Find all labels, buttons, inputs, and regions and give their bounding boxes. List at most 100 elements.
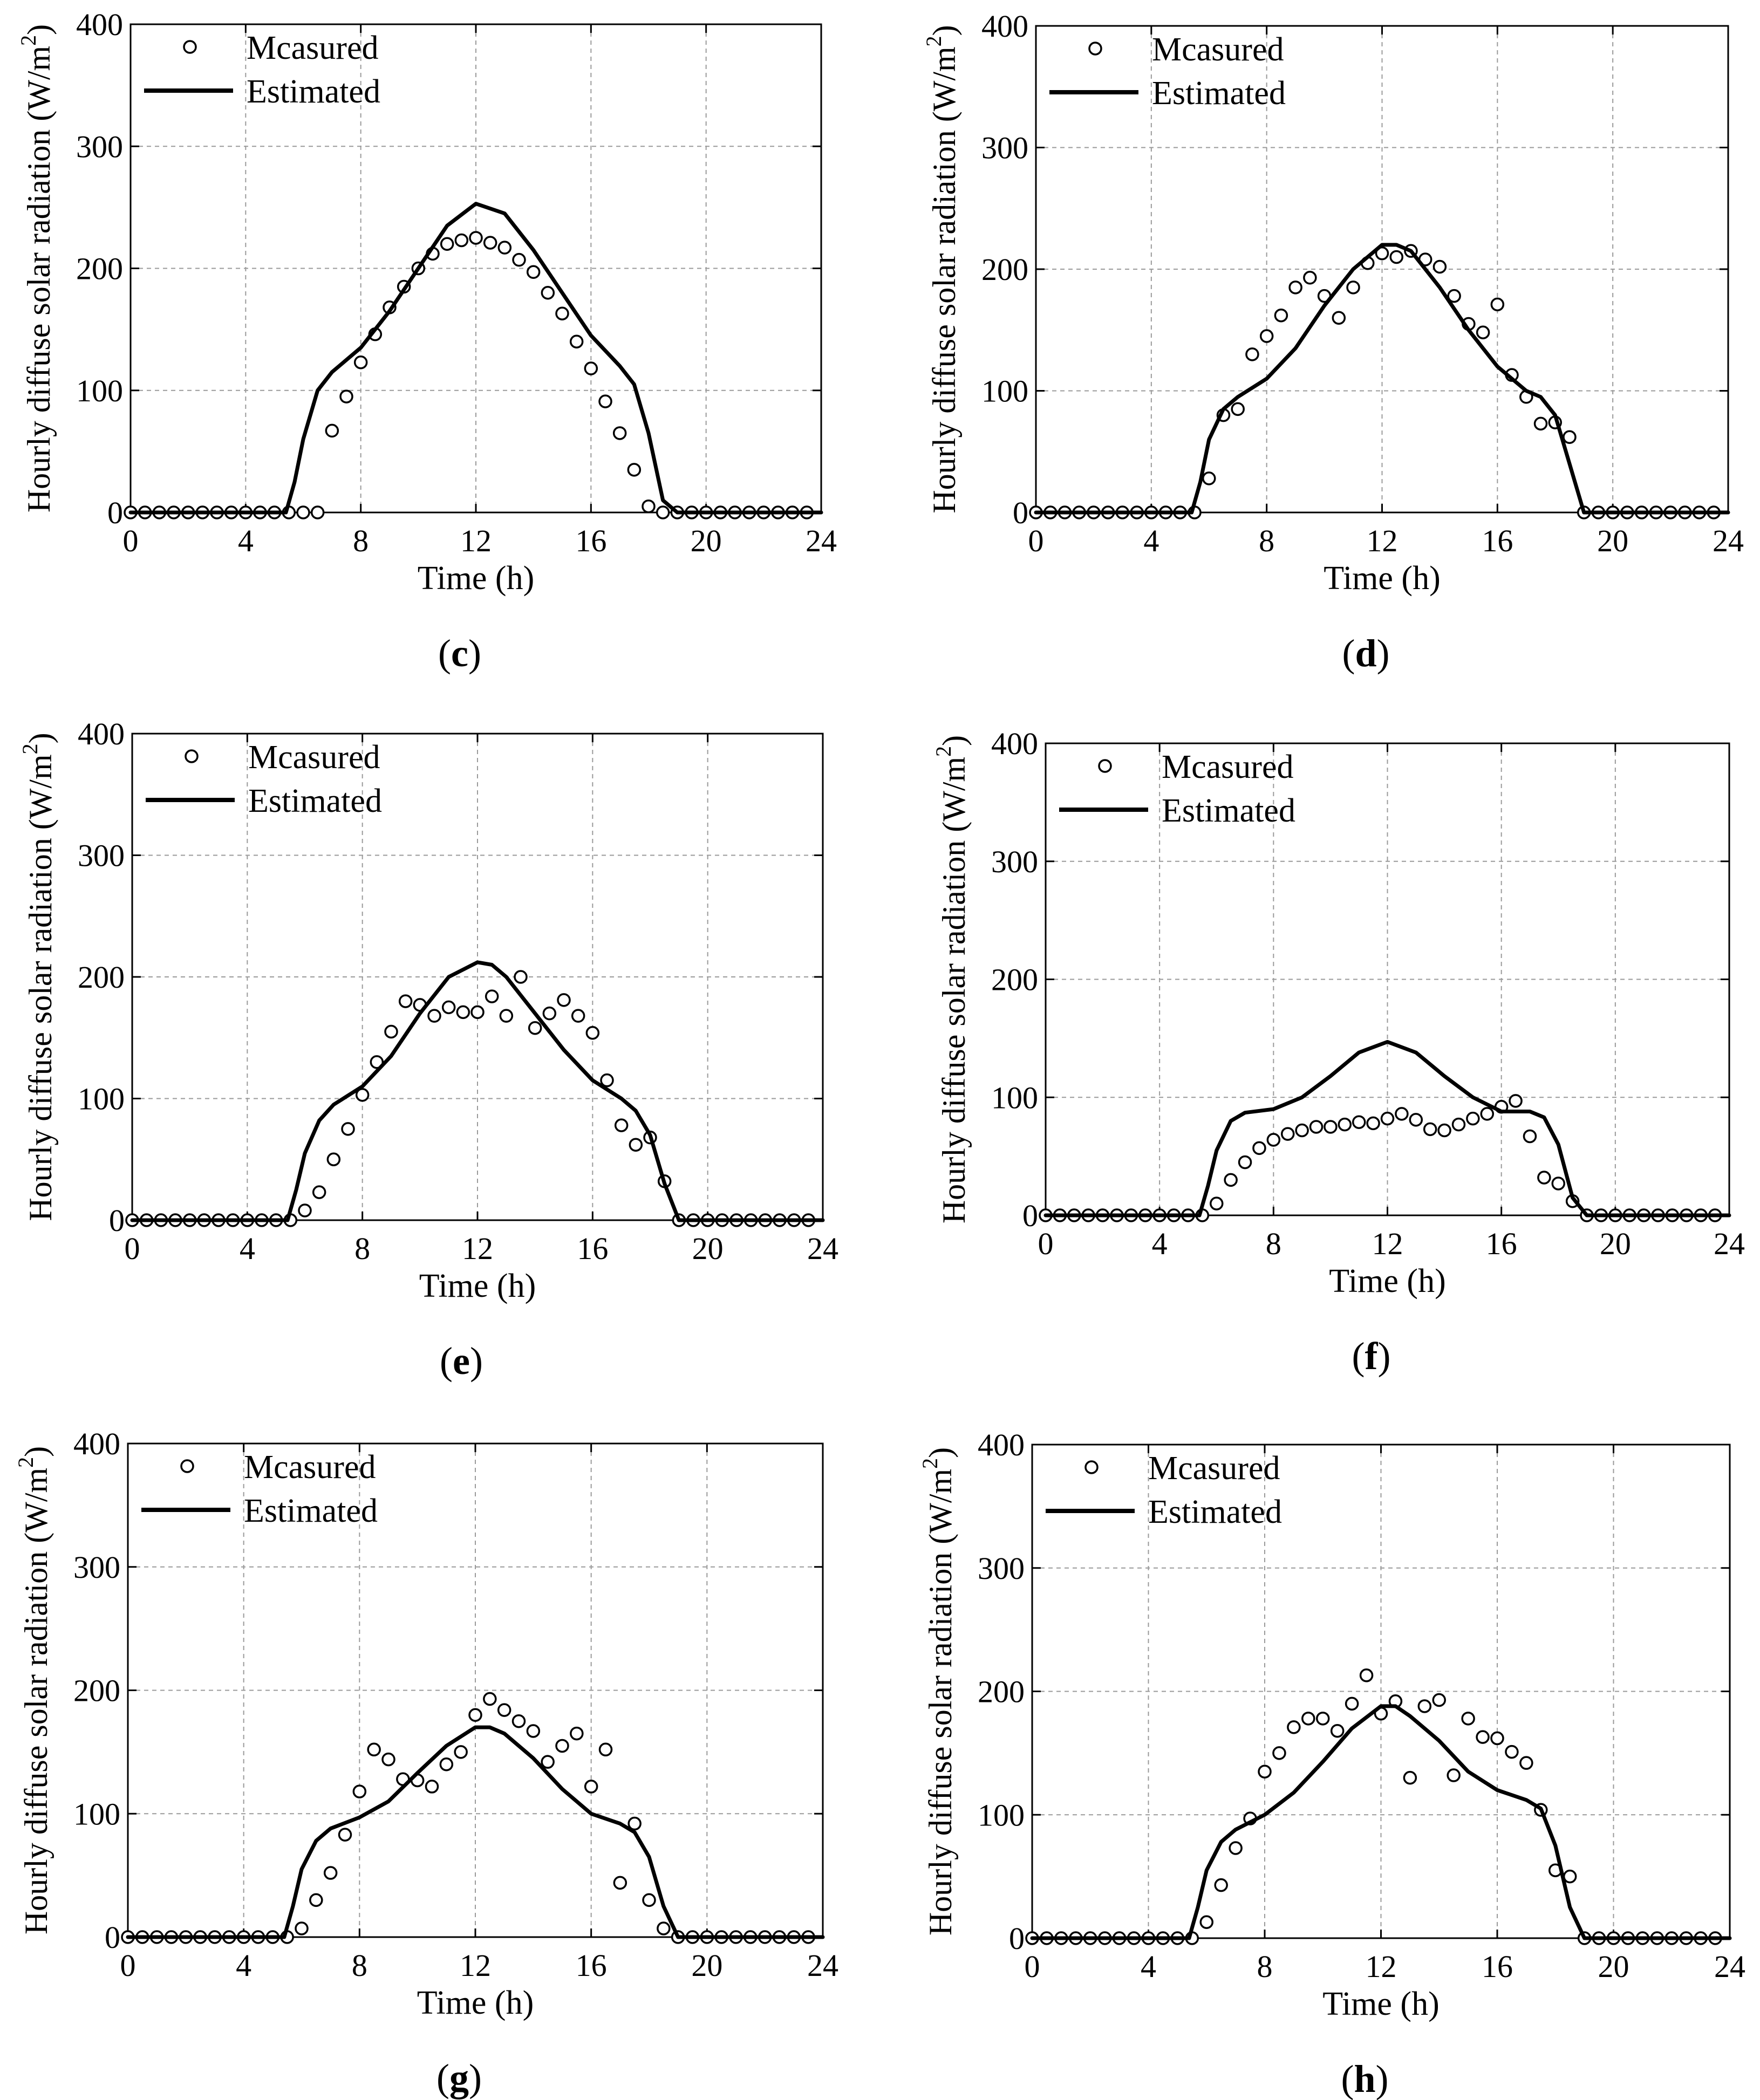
data-point-measured <box>1523 1129 1537 1144</box>
x-tick-label: 20 <box>1600 1226 1631 1261</box>
legend-marker-measured <box>185 749 199 763</box>
legend-label-measured: Mcasured <box>1152 31 1284 68</box>
x-tick-label: 12 <box>462 1231 493 1266</box>
x-tick-label: 20 <box>1598 1949 1629 1984</box>
x-tick-label: 24 <box>806 523 837 558</box>
y-tick-label: 100 <box>73 1796 120 1831</box>
y-axis-label-close: ) <box>18 1446 54 1457</box>
data-point-measured <box>1210 1196 1224 1210</box>
data-point-measured <box>1332 311 1346 325</box>
y-tick-label: 0 <box>107 495 123 530</box>
y-tick-label: 200 <box>991 962 1038 997</box>
legend-label-measured: Mcasured <box>244 1449 376 1486</box>
panel-label: (e) <box>440 1339 483 1383</box>
panel-label: (f) <box>1352 1335 1391 1378</box>
y-axis-label-sup: 2 <box>18 743 42 754</box>
data-point-measured <box>629 1138 643 1152</box>
y-axis-label-sup: 2 <box>931 746 956 757</box>
data-point-measured <box>528 1021 542 1035</box>
y-axis-label-close: ) <box>936 735 972 746</box>
data-point-measured <box>1395 1107 1409 1121</box>
y-axis-label: Hourly diffuse solar radiation (W/m2) <box>18 733 58 1221</box>
x-tick-label: 24 <box>1714 1226 1745 1261</box>
series-line-estimated <box>1034 243 1730 515</box>
x-tick-label: 8 <box>1266 1226 1281 1261</box>
x-axis-label: Time (h) <box>419 1268 536 1304</box>
data-point-measured <box>485 989 499 1003</box>
data-point-measured <box>325 423 339 438</box>
data-point-measured <box>542 1006 557 1021</box>
x-tick-label: 20 <box>691 1948 722 1983</box>
y-tick-label: 100 <box>76 373 123 408</box>
data-point-measured <box>1259 329 1274 343</box>
data-point-measured <box>1345 1697 1359 1711</box>
data-point-measured <box>1466 1111 1480 1126</box>
data-point-measured <box>1295 1123 1309 1138</box>
legend-marker-measured <box>183 40 197 54</box>
y-axis-label-sup: 2 <box>922 36 946 46</box>
data-point-measured <box>1476 1730 1490 1744</box>
data-point-measured <box>1505 1745 1519 1759</box>
y-axis-label: Hourly diffuse solar radiation (W/m2) <box>918 1447 958 1935</box>
series-line-estimated <box>1030 1704 1732 1940</box>
x-tick-label: 8 <box>354 1231 370 1266</box>
data-point-measured <box>454 1745 468 1759</box>
chart-panel-d: 0 4 8 12 16 20 24 0 100 200 300 400 Time (h) Hourly d… <box>922 9 1744 675</box>
legend-label-measured: Mcasured <box>248 739 380 776</box>
data-point-measured <box>497 1703 511 1717</box>
data-point-measured <box>514 970 528 984</box>
data-point-measured <box>613 1876 627 1890</box>
x-tick-label: 8 <box>1259 523 1274 558</box>
x-tick-label: 0 <box>1038 1226 1054 1261</box>
y-axis-label-sup: 2 <box>16 35 40 46</box>
x-tick-label: 4 <box>238 523 254 558</box>
data-point-measured <box>384 1024 398 1039</box>
x-tick-label: 12 <box>460 523 492 558</box>
data-point-measured <box>295 1921 309 1935</box>
data-point-measured <box>612 426 627 440</box>
data-point-measured <box>309 1893 323 1907</box>
y-axis-label: Hourly diffuse solar radiation (W/m2) <box>922 25 962 513</box>
x-axis-label: Time (h) <box>417 1985 534 2021</box>
data-point-measured <box>1238 1155 1252 1169</box>
data-point-measured <box>1303 271 1317 285</box>
y-tick-label: 200 <box>981 252 1028 287</box>
data-point-measured <box>1403 1770 1417 1785</box>
y-tick-label: 0 <box>1013 495 1028 530</box>
data-point-measured <box>1366 1116 1380 1131</box>
data-point-measured <box>1252 1141 1266 1155</box>
y-tick-label: 200 <box>76 251 123 286</box>
y-tick-label: 300 <box>78 838 125 873</box>
data-point-measured <box>526 1724 541 1738</box>
data-point-measured <box>1346 281 1360 295</box>
y-tick-label: 200 <box>978 1674 1025 1709</box>
x-tick-label: 0 <box>123 523 139 558</box>
y-axis-label-sup: 2 <box>918 1458 942 1469</box>
data-point-measured <box>310 505 325 519</box>
x-tick-label: 8 <box>1257 1949 1273 1984</box>
data-point-measured <box>367 1742 381 1757</box>
data-point-measured <box>1409 1113 1423 1127</box>
chart-panel-h: 0 4 8 12 16 20 24 0 100 200 300 400 Time (h) Hourly d… <box>918 1427 1745 2100</box>
x-axis-label: Time (h) <box>418 560 534 597</box>
legend-label-measured: Mcasured <box>1148 1450 1280 1487</box>
series-line-estimated <box>1043 1039 1731 1217</box>
data-point-measured <box>1266 1133 1281 1147</box>
data-point-measured <box>1563 1869 1577 1884</box>
data-point-measured <box>298 1203 312 1217</box>
x-tick-label: 16 <box>1486 1226 1517 1261</box>
data-point-measured <box>1451 1117 1466 1132</box>
panel-label: (d) <box>1342 632 1389 675</box>
x-tick-label: 12 <box>1367 523 1398 558</box>
data-point-measured <box>585 1025 600 1040</box>
panel-label: (c) <box>438 632 481 675</box>
data-point-measured <box>1551 1176 1565 1191</box>
data-point-measured <box>1330 1723 1345 1738</box>
data-point-measured <box>468 1708 482 1722</box>
data-point-measured <box>1490 1731 1504 1746</box>
data-point-measured <box>1214 1878 1228 1892</box>
y-axis-label-main: Hourly diffuse solar radiation (W/m <box>18 1468 54 1934</box>
data-point-measured <box>1224 1173 1238 1187</box>
x-tick-label: 4 <box>1141 1949 1156 1984</box>
y-axis-label-close: ) <box>21 24 57 35</box>
